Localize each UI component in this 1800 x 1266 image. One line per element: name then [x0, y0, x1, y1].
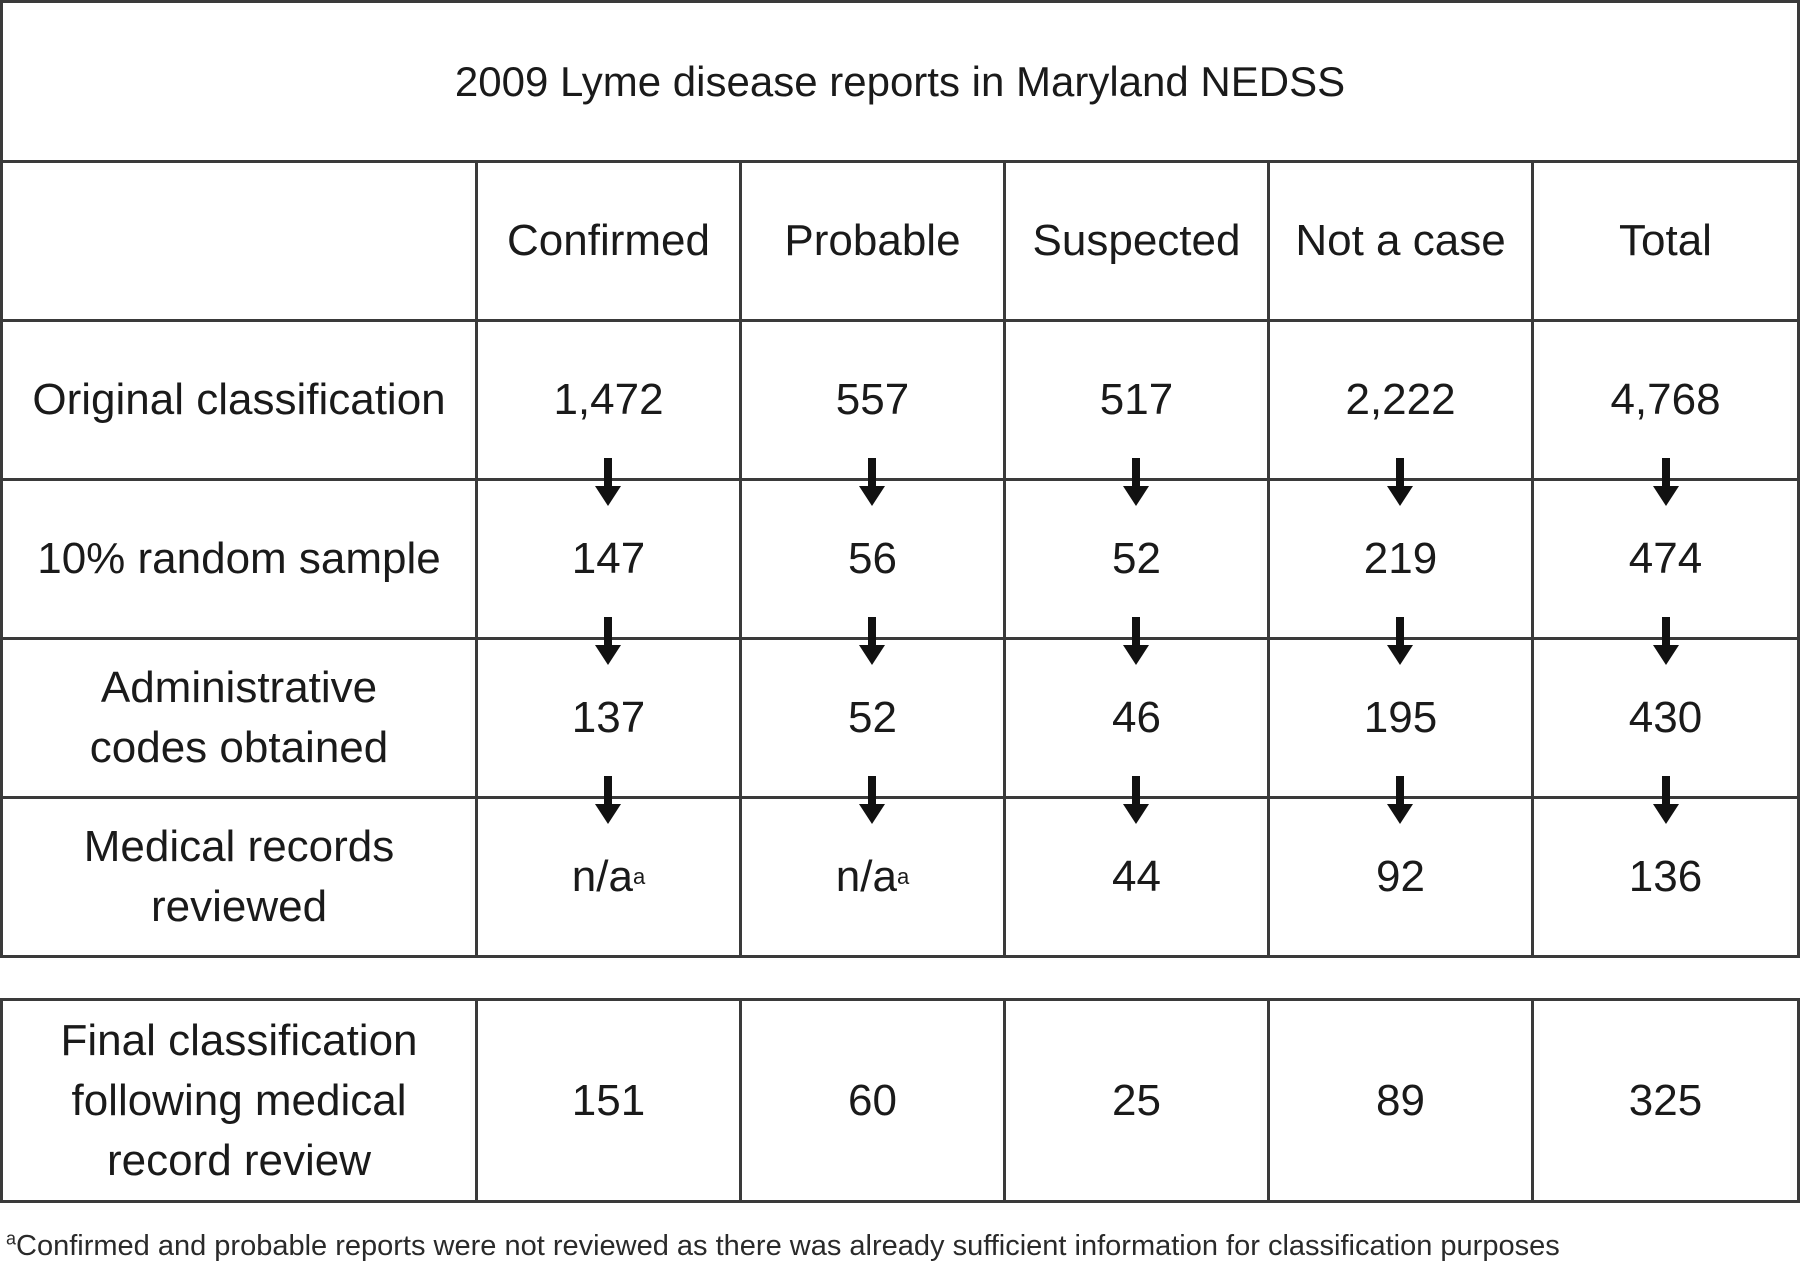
header-confirmed: Confirmed	[507, 216, 710, 265]
cell-medical-confirmed: n/a a	[478, 799, 739, 955]
border-row1-bottom	[0, 478, 1800, 481]
footnote: aConfirmed and probable reports were not…	[6, 1228, 1560, 1264]
down-arrow-icon	[1121, 458, 1151, 508]
row-label-sample: 10% random sample	[37, 534, 441, 583]
border-left	[0, 0, 3, 958]
cell-original-suspected: 517	[1099, 375, 1174, 424]
row-label-medical-records: Medical records reviewed	[83, 822, 395, 931]
row-label-original: Original classification	[32, 375, 446, 424]
cell-medical-probable-value: n/a	[835, 852, 897, 901]
footnote-text: Confirmed and probable reports were not …	[16, 1230, 1560, 1262]
cell-sample-total: 474	[1628, 534, 1703, 583]
cell-medical-suspected: 44	[1112, 852, 1161, 901]
down-arrow-icon	[1121, 617, 1151, 667]
final-border-right	[1797, 998, 1800, 1203]
cell-original-not-a-case: 2,222	[1345, 375, 1456, 424]
row-label-final: Final classification following medical r…	[60, 1015, 418, 1185]
header-total: Total	[1619, 216, 1712, 265]
cell-medical-confirmed-value: n/a	[571, 852, 633, 901]
down-arrow-icon	[1651, 617, 1681, 667]
header-probable: Probable	[784, 216, 961, 265]
col-divider-4	[1267, 160, 1270, 958]
col-divider-3	[1003, 160, 1006, 958]
border-row3-bottom	[0, 796, 1800, 799]
header-not-a-case: Not a case	[1295, 216, 1506, 265]
final-border-left	[0, 998, 3, 1203]
down-arrow-icon	[593, 458, 623, 508]
final-col-divider-5	[1531, 998, 1534, 1203]
down-arrow-icon	[1385, 776, 1415, 826]
down-arrow-icon	[593, 776, 623, 826]
down-arrow-icon	[593, 617, 623, 667]
cell-sample-probable: 56	[848, 534, 897, 583]
final-border-top	[0, 998, 1800, 1001]
border-right	[1797, 0, 1800, 958]
border-table-bottom	[0, 955, 1800, 958]
col-divider-5	[1531, 160, 1534, 958]
cell-final-not-a-case: 89	[1376, 1075, 1425, 1125]
down-arrow-icon	[1385, 458, 1415, 508]
down-arrow-icon	[1651, 458, 1681, 508]
down-arrow-icon	[857, 617, 887, 667]
cell-admin-probable: 52	[848, 693, 897, 742]
cell-original-probable: 557	[835, 375, 910, 424]
final-border-bottom	[0, 1200, 1800, 1203]
final-col-divider-4	[1267, 998, 1270, 1203]
cell-admin-suspected: 46	[1112, 693, 1161, 742]
final-col-divider-2	[739, 998, 742, 1203]
cell-original-confirmed: 1,472	[553, 375, 664, 424]
final-col-divider-1	[475, 998, 478, 1203]
cell-sample-not-a-case: 219	[1363, 534, 1438, 583]
cell-medical-not-a-case: 92	[1376, 852, 1425, 901]
header-suspected: Suspected	[1032, 216, 1241, 265]
cell-original-total: 4,768	[1610, 375, 1721, 424]
cell-final-suspected: 25	[1112, 1075, 1161, 1125]
cell-sample-confirmed: 147	[571, 534, 646, 583]
border-row2-bottom	[0, 637, 1800, 640]
border-top	[0, 0, 1800, 3]
cell-medical-total: 136	[1628, 852, 1703, 901]
row-label-admin-codes: Administrative codes obtained	[89, 663, 389, 772]
cell-admin-total: 430	[1628, 693, 1703, 742]
down-arrow-icon	[857, 458, 887, 508]
border-header-bottom	[0, 319, 1800, 322]
cell-sample-suspected: 52	[1112, 534, 1161, 583]
cell-medical-probable: n/a a	[742, 799, 1003, 955]
cell-admin-confirmed: 137	[571, 693, 646, 742]
final-col-divider-3	[1003, 998, 1006, 1203]
down-arrow-icon	[1121, 776, 1151, 826]
table-title: 2009 Lyme disease reports in Maryland NE…	[454, 57, 1346, 105]
border-title-bottom	[0, 160, 1800, 163]
col-divider-2	[739, 160, 742, 958]
col-divider-1	[475, 160, 478, 958]
down-arrow-icon	[857, 776, 887, 826]
footnote-marker: a	[6, 1228, 17, 1249]
down-arrow-icon	[1651, 776, 1681, 826]
cell-admin-not-a-case: 195	[1363, 693, 1438, 742]
cell-final-total: 325	[1628, 1075, 1703, 1125]
cell-final-confirmed: 151	[571, 1075, 646, 1125]
cell-final-probable: 60	[848, 1075, 897, 1125]
down-arrow-icon	[1385, 617, 1415, 667]
